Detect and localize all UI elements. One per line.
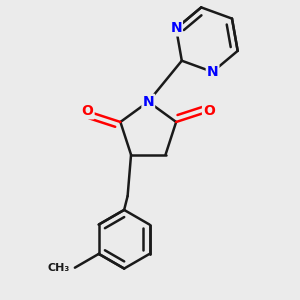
Text: N: N bbox=[142, 95, 154, 109]
Text: O: O bbox=[203, 104, 215, 118]
Text: O: O bbox=[82, 104, 94, 118]
Text: N: N bbox=[170, 22, 182, 35]
Text: CH₃: CH₃ bbox=[47, 263, 70, 273]
Text: N: N bbox=[207, 65, 218, 79]
